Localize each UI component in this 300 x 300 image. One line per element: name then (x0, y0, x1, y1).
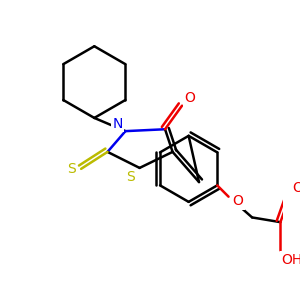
Text: O: O (292, 181, 300, 195)
Text: O: O (184, 91, 195, 105)
Text: S: S (126, 170, 134, 184)
Text: O: O (232, 194, 243, 208)
Text: S: S (67, 162, 76, 176)
Text: N: N (113, 117, 123, 130)
Text: OH: OH (281, 253, 300, 267)
